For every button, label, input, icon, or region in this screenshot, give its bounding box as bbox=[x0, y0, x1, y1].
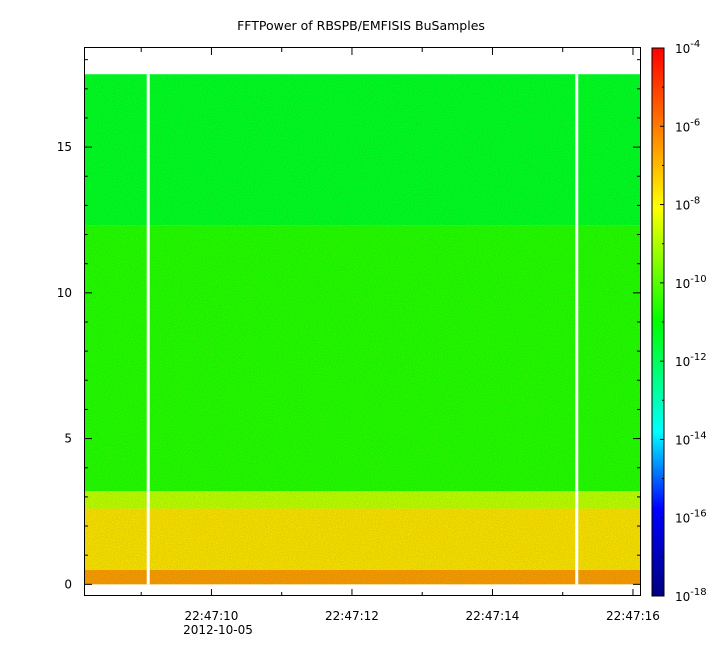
chart-title: FFTPower of RBSPB/EMFISIS BuSamples bbox=[237, 18, 485, 33]
spectrogram-noise bbox=[85, 74, 640, 585]
x-tick-label: 22:47:12 bbox=[325, 609, 379, 623]
x-date-label: 2012-10-05 bbox=[183, 623, 253, 637]
colorbar-label: 10-10 bbox=[675, 274, 707, 291]
x-tick-label: 22:47:14 bbox=[466, 609, 520, 623]
colorbar-label: 10-4 bbox=[675, 39, 700, 56]
colorbar-label: 10-8 bbox=[675, 196, 700, 213]
colorbar-label: 10-14 bbox=[675, 430, 707, 447]
x-tick-label: 22:47:10 bbox=[185, 609, 239, 623]
y-tick-label: 5 bbox=[64, 432, 72, 446]
plot-frame bbox=[84, 47, 641, 596]
x-axis: 22:47:10 22:47:12 22:47:14 22:47:16 bbox=[140, 48, 660, 623]
y-axis: 0 5 10 15 bbox=[57, 59, 640, 591]
data-gap bbox=[146, 74, 150, 585]
colorbar-label: 10-18 bbox=[675, 587, 707, 604]
colorbar-label: 10-16 bbox=[675, 509, 707, 526]
x-tick-label: 22:47:16 bbox=[606, 609, 660, 623]
colorbar: 10-4 10-6 10-8 10-10 10-12 10-14 10-16 10-18 bbox=[651, 39, 707, 604]
plot-area bbox=[85, 74, 640, 585]
data-gap bbox=[575, 74, 579, 585]
y-tick-label: 10 bbox=[57, 286, 72, 300]
y-tick-label: 15 bbox=[57, 140, 72, 154]
colorbar-label: 10-12 bbox=[675, 352, 707, 369]
colorbar-label: 10-6 bbox=[675, 117, 700, 134]
y-tick-label: 0 bbox=[64, 577, 72, 591]
